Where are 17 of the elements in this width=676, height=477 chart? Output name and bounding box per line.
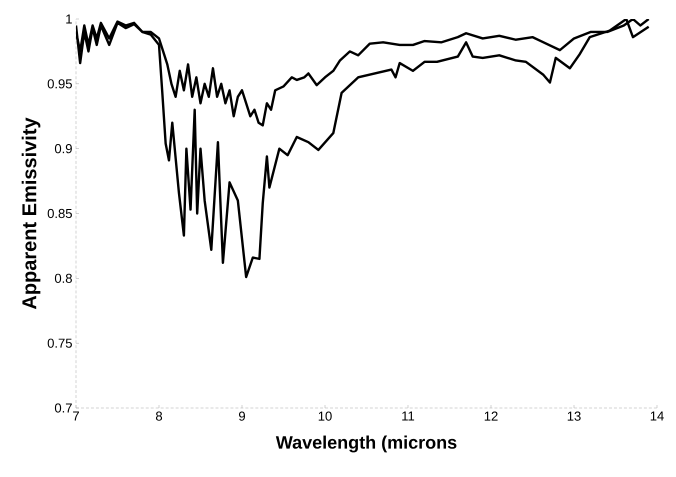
- x-tick-label: 11: [402, 412, 414, 420]
- x-tick-label: 7: [73, 412, 79, 420]
- y-tick-label: 0.75: [48, 338, 72, 348]
- x-tick-label: 10: [318, 412, 332, 421]
- x-tick-label: 13: [568, 412, 581, 421]
- y-axis-title: Apparent Emissivity: [22, 117, 40, 310]
- y-tick-label: 0.85: [48, 208, 72, 218]
- y-tick-label: 1: [66, 14, 72, 24]
- x-tick-label: 14: [650, 412, 664, 420]
- y-tick-label: 0.9: [54, 144, 72, 154]
- x-axis-title: Wavelength (microns: [276, 436, 456, 452]
- x-tick-label: 8: [156, 412, 162, 421]
- y-tick-label: 0.7: [54, 403, 72, 413]
- y-tick-label: 0.8: [54, 274, 72, 283]
- x-tick-label: 12: [484, 412, 498, 421]
- y-tick-label: 0.95: [48, 79, 72, 88]
- x-tick-label: 9: [238, 412, 245, 421]
